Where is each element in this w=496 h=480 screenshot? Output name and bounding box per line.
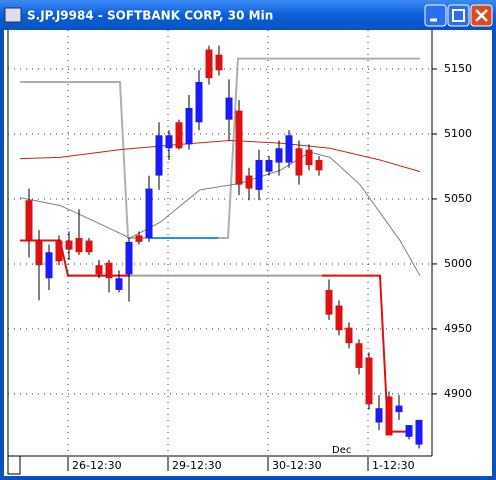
y-tick-label: 5000 bbox=[444, 257, 472, 270]
minimize-button[interactable] bbox=[424, 4, 447, 27]
candle-body bbox=[105, 262, 113, 279]
x-tick-label: 30-12:30 bbox=[272, 459, 322, 472]
app-icon bbox=[4, 7, 22, 23]
candle-body bbox=[185, 107, 193, 145]
candle-body bbox=[315, 159, 323, 171]
candle-body bbox=[395, 405, 403, 413]
candle-body bbox=[155, 135, 163, 176]
maximize-icon bbox=[452, 9, 465, 22]
candle-body bbox=[65, 240, 73, 250]
title-bar bbox=[0, 0, 496, 30]
candle-body bbox=[95, 265, 103, 275]
candle-body bbox=[165, 135, 173, 149]
candle-body bbox=[385, 396, 393, 436]
candle-body bbox=[75, 237, 83, 253]
maximize-button[interactable] bbox=[447, 4, 470, 27]
y-tick-label: 4900 bbox=[444, 387, 472, 400]
x-tick-label: 1-12:30 bbox=[372, 459, 415, 472]
candle-body bbox=[335, 305, 343, 331]
candle-body bbox=[195, 81, 203, 123]
candle-body bbox=[415, 419, 423, 445]
candle-body bbox=[215, 54, 223, 71]
y-tick-label: 5100 bbox=[444, 127, 472, 140]
candle-body bbox=[305, 149, 313, 166]
candle-body bbox=[345, 327, 353, 344]
candle-body bbox=[325, 289, 333, 315]
candle-body bbox=[365, 357, 373, 405]
candle-body bbox=[235, 110, 243, 185]
close-icon bbox=[475, 9, 488, 22]
candle-body bbox=[265, 159, 273, 172]
scroll-box[interactable] bbox=[7, 455, 21, 475]
candle-body bbox=[55, 240, 63, 262]
candle-body bbox=[135, 235, 143, 242]
candle-body bbox=[35, 240, 43, 266]
y-tick-label: 5150 bbox=[444, 62, 472, 75]
candle-body bbox=[125, 241, 133, 275]
client-area bbox=[4, 30, 492, 476]
candle-body bbox=[245, 175, 253, 189]
y-tick-label: 5050 bbox=[444, 192, 472, 205]
indicator-line bbox=[19, 139, 421, 173]
x-tick-label: 26-12:30 bbox=[72, 459, 122, 472]
window-title: S.JP.J9984 - SOFTBANK CORP, 30 Min bbox=[27, 9, 273, 23]
candle-body bbox=[375, 408, 383, 423]
candle-body bbox=[45, 252, 53, 279]
candle-body bbox=[115, 278, 123, 290]
y-tick-label: 4950 bbox=[444, 322, 472, 335]
candle-body bbox=[295, 148, 303, 176]
candle-body bbox=[355, 343, 363, 368]
candle-body bbox=[25, 200, 33, 241]
candle-body bbox=[255, 159, 263, 190]
annotation: Dec bbox=[332, 445, 351, 456]
candle-body bbox=[285, 135, 293, 163]
candle-body bbox=[145, 188, 153, 238]
candle-body bbox=[85, 240, 93, 253]
candle-body bbox=[205, 49, 213, 79]
candle-body bbox=[225, 97, 233, 120]
candle-body bbox=[175, 122, 183, 149]
candle-body bbox=[405, 425, 413, 437]
candle-body bbox=[275, 148, 283, 163]
x-tick-label: 29-12:30 bbox=[172, 459, 222, 472]
plot: 4900 4950 5000 5050 5100 5150 26-12:30 29-12:30… bbox=[8, 30, 472, 472]
